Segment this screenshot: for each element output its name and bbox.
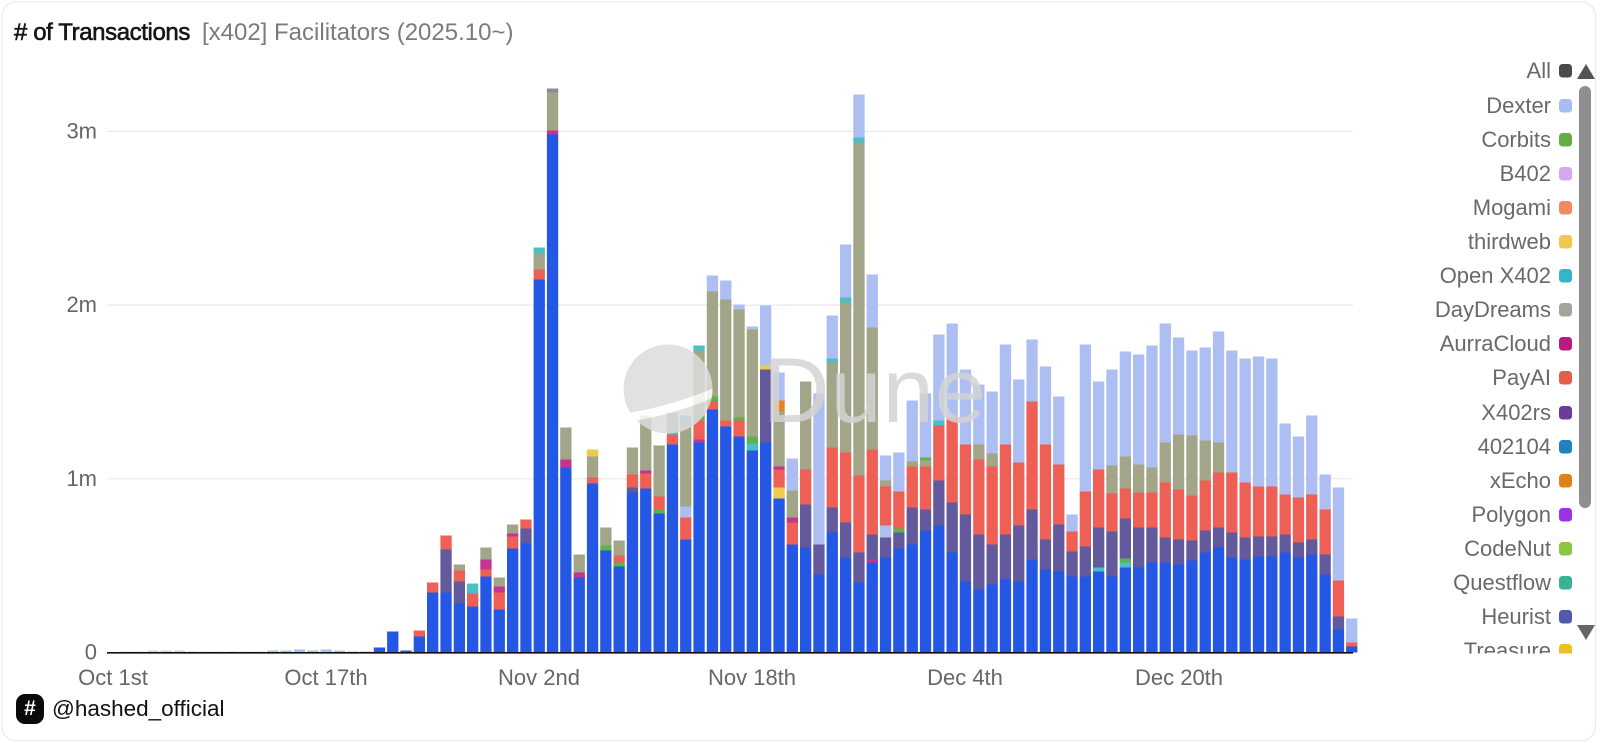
svg-text:1m: 1m [66,466,97,491]
svg-text:Oct 17th: Oct 17th [284,665,367,690]
svg-text:xEcho: xEcho [1490,468,1551,493]
svg-text:CodeNut: CodeNut [1464,536,1551,561]
svg-text:Dexter: Dexter [1486,93,1551,118]
svg-text:3m: 3m [66,118,97,143]
svg-text:Nov 2nd: Nov 2nd [498,665,580,690]
svg-text:B402: B402 [1500,161,1551,186]
svg-text:Heurist: Heurist [1481,604,1551,629]
svg-text:Oct 1st: Oct 1st [78,665,148,690]
svg-text:Open X402: Open X402 [1440,263,1551,288]
svg-text:AurraCloud: AurraCloud [1440,331,1551,356]
svg-text:Polygon: Polygon [1471,502,1551,527]
svg-text:Dec 4th: Dec 4th [927,665,1003,690]
svg-text:2m: 2m [66,292,97,317]
svg-text:Corbits: Corbits [1481,127,1551,152]
svg-text:DayDreams: DayDreams [1435,297,1551,322]
svg-text:402104: 402104 [1478,434,1551,459]
svg-text:All: All [1527,58,1551,83]
svg-text:X402rs: X402rs [1481,400,1551,425]
svg-text:Questflow: Questflow [1453,570,1551,595]
svg-text:thirdweb: thirdweb [1468,229,1551,254]
svg-text:Nov 18th: Nov 18th [708,665,796,690]
svg-text:0: 0 [85,640,97,665]
svg-text:Mogami: Mogami [1473,195,1551,220]
svg-text:Dec 20th: Dec 20th [1135,665,1223,690]
svg-text:PayAI: PayAI [1492,365,1551,390]
